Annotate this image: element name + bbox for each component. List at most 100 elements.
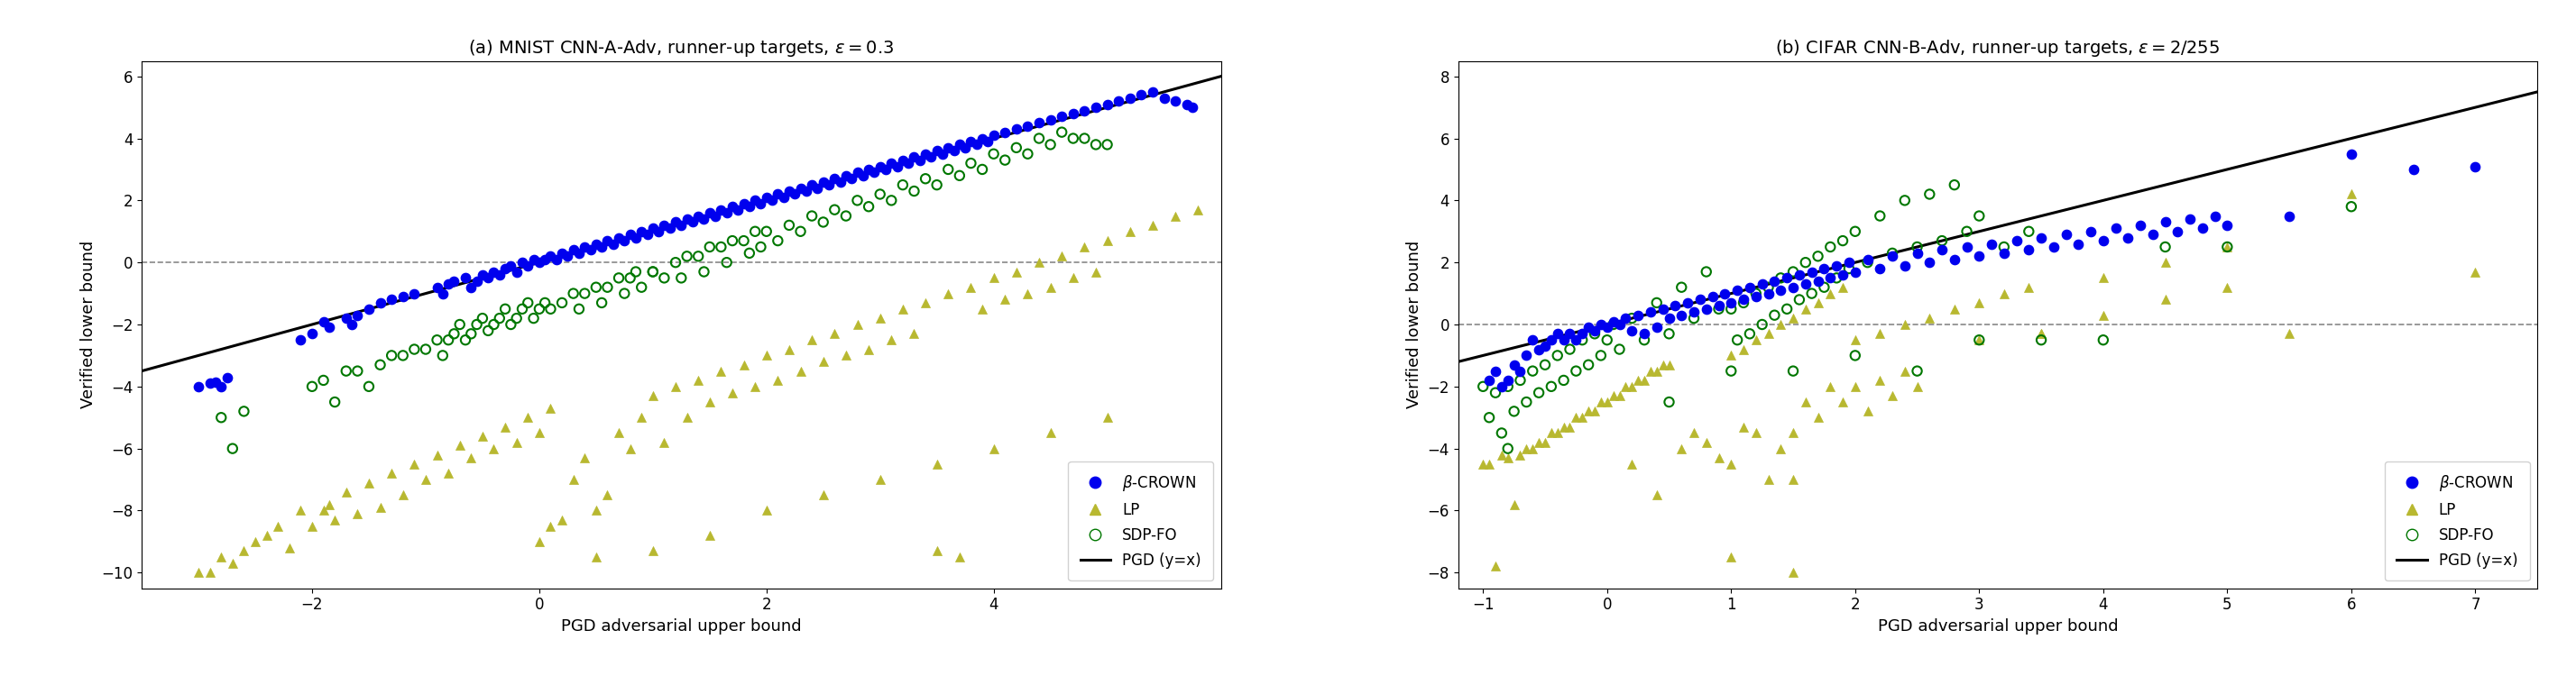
Point [757,189,799,199]
Point [1685,266,1726,277]
Point [842,170,884,181]
Point [837,167,878,178]
Point [569,245,611,256]
Point [961,133,1002,144]
Point [1538,350,1579,361]
Point [1922,245,1963,256]
Point [1996,235,2038,246]
Point [2045,229,2087,240]
Point [951,282,992,293]
Point [739,198,781,209]
Point [917,180,958,191]
Point [1667,297,1708,308]
Point [1468,412,1510,423]
Point [804,217,845,228]
Point [791,210,832,221]
Point [1692,291,1734,302]
Point [1561,335,1602,345]
Point [894,186,935,197]
Point [1054,133,1095,144]
Point [1772,266,1814,277]
Point [974,272,1015,283]
Point [894,151,935,162]
Point [2269,210,2311,221]
Point [428,335,469,345]
Point [786,186,827,197]
Point [837,195,878,206]
Point [2169,214,2210,224]
Point [739,241,781,252]
Point [824,210,866,221]
Point [768,344,809,355]
Point [1631,307,1672,318]
Point [1486,375,1528,386]
Point [1618,375,1659,386]
Point [1798,412,1839,423]
Point [1569,322,1610,333]
Point [711,235,752,246]
Point [1705,288,1747,299]
Point [644,437,685,448]
Point [2081,335,2123,345]
Point [1548,329,1589,339]
Point [724,235,765,246]
Point [719,204,760,215]
Point [631,391,672,402]
Point [304,316,345,327]
Point [582,297,623,308]
Point [752,195,793,206]
Point [1610,458,1651,469]
Point [1860,263,1901,274]
Point [474,266,515,277]
Point [1767,272,1808,283]
Point [314,397,355,408]
Point [1486,381,1528,392]
Point [291,329,332,339]
Point [701,241,742,252]
Point [348,477,389,488]
Point [757,235,799,246]
Point [428,279,469,289]
Point [621,412,662,423]
Point [268,542,309,553]
Point [796,183,837,193]
Point [603,235,644,246]
Point [2393,164,2434,175]
Point [1723,344,1765,355]
Point [587,489,629,500]
Point [1759,443,1801,454]
Point [518,257,559,268]
Point [1476,561,1517,572]
Point [1486,452,1528,463]
Point [688,397,729,408]
Point [683,214,724,224]
Point [791,180,832,191]
Point [1754,276,1795,287]
Point [1798,276,1839,287]
Point [1610,381,1651,392]
Point [489,319,531,330]
Title: (a) MNIST CNN-A-Adv, runner-up targets, $\epsilon = 0.3$: (a) MNIST CNN-A-Adv, runner-up targets, … [469,38,894,59]
Point [1530,428,1571,439]
Point [1512,335,1553,345]
Point [1747,288,1788,299]
Point [1772,366,1814,377]
Point [1736,335,1777,345]
Point [371,294,412,305]
Point [1984,241,2025,252]
Point [574,239,616,249]
Point [639,226,680,237]
Point [1054,108,1095,119]
Point [1074,266,1115,277]
Point [2182,223,2223,234]
Point [1896,247,1937,258]
Point [1561,412,1602,423]
Point [904,297,945,308]
Point [1041,127,1082,138]
Point [1785,257,1826,268]
Point [541,514,582,525]
Point [361,502,402,513]
Point [554,474,595,485]
Point [188,378,229,389]
Point [984,127,1025,138]
